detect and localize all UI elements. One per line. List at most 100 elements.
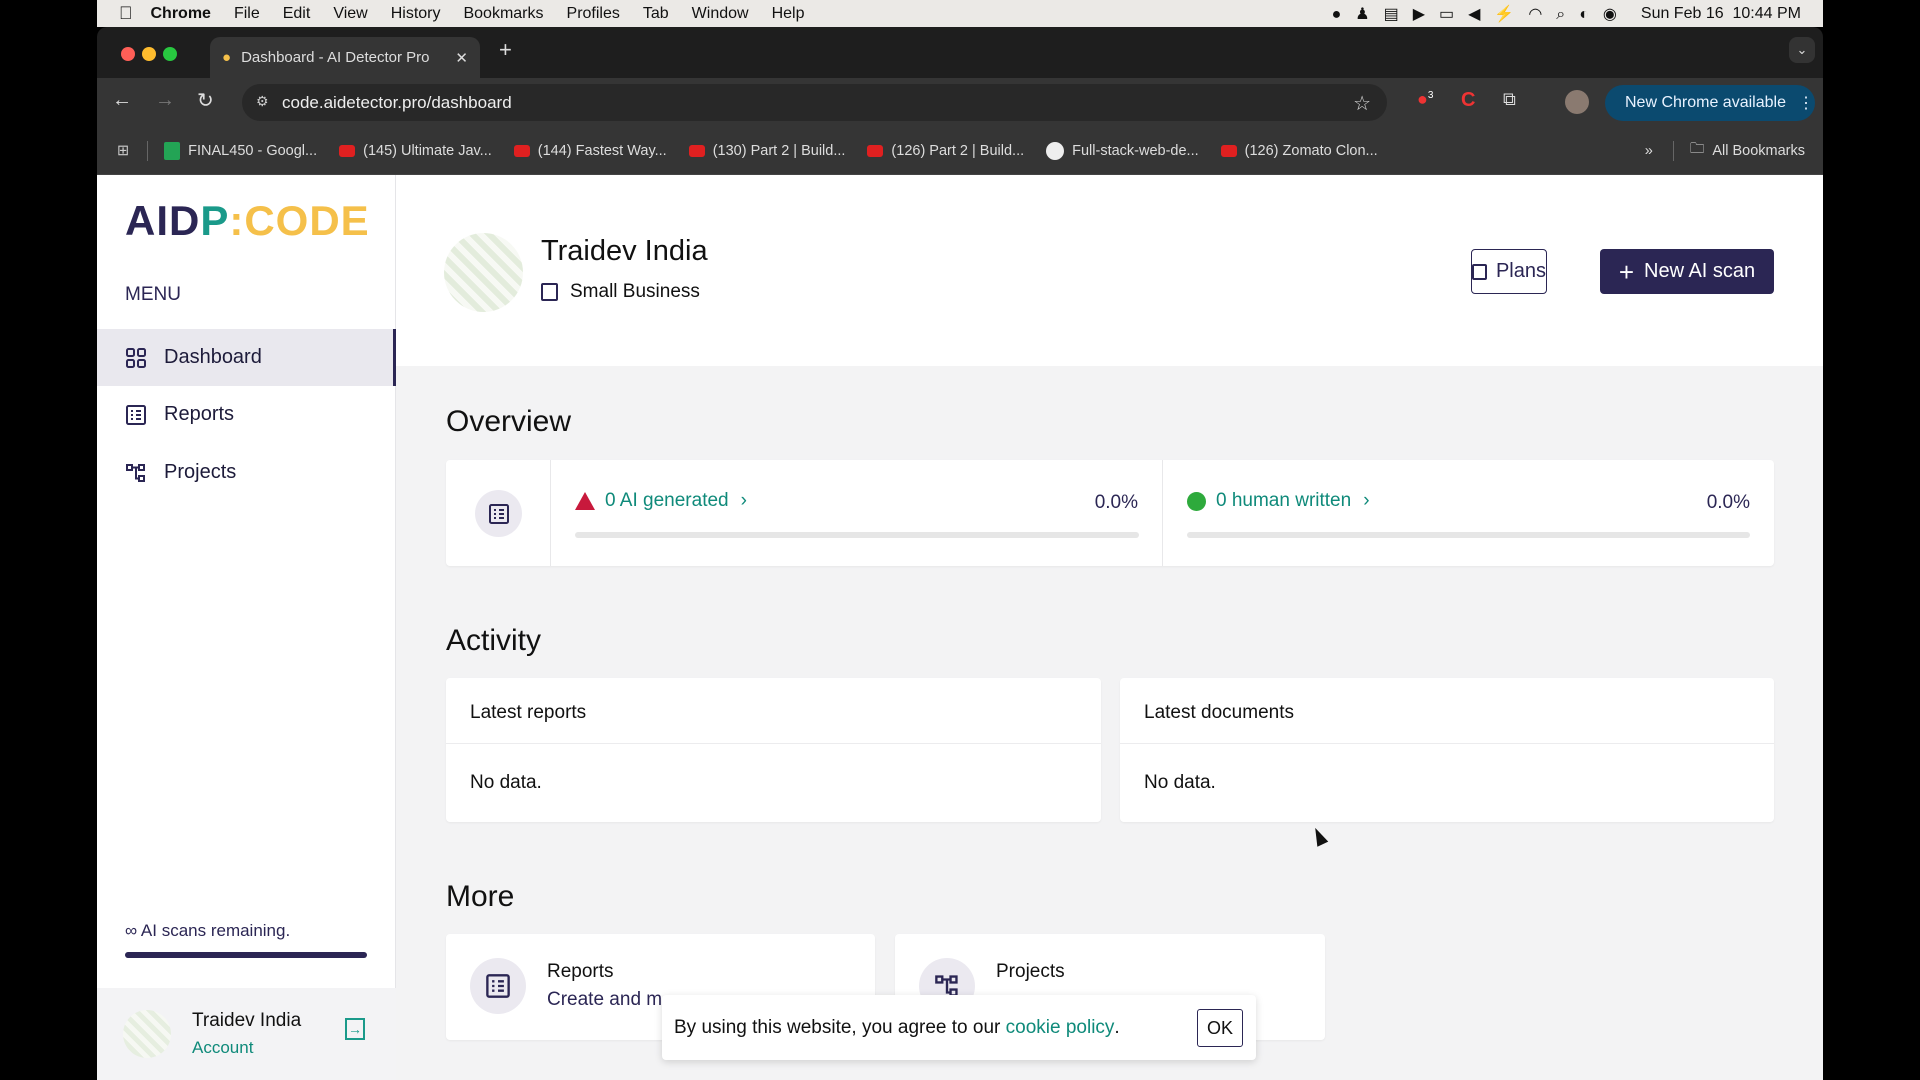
scans-progress-fill: [125, 952, 367, 958]
cookie-policy-link[interactable]: cookie policy: [1005, 1016, 1115, 1038]
bookmark-item[interactable]: (144) Fastest Way...: [513, 143, 667, 159]
scans-progress-bar: [125, 952, 367, 958]
status-icons[interactable]: ●♟▤▶▭◀⚡◠⌕◐◉: [1331, 5, 1631, 23]
human-written-percent: 0.0%: [1706, 492, 1750, 513]
sidebar: AIDP:CODE MENU Dashboard Reports Project…: [97, 175, 396, 1080]
macos-menu-bar:  Chrome File Edit View History Bookmark…: [97, 0, 1823, 27]
menu-label: MENU: [125, 284, 181, 305]
org-name: Traidev India: [541, 235, 708, 267]
youtube-icon: [513, 144, 530, 157]
overview-card: 0 AI generated › 0.0% 0 human written › 0.…: [446, 460, 1774, 566]
tab-strip: ● Dashboard - AI Detector Pro ✕ + ⌄: [97, 27, 1823, 78]
sidebar-item-reports[interactable]: Reports: [97, 386, 396, 443]
menu-window[interactable]: Window: [678, 4, 749, 22]
youtube-icon: [867, 144, 884, 157]
bookmark-item[interactable]: (130) Part 2 | Build...: [688, 143, 845, 159]
latest-reports-card: Latest reports No data.: [446, 678, 1101, 822]
extension-icon[interactable]: ●3: [1417, 89, 1434, 109]
url-text: code.aidetector.pro/dashboard: [282, 92, 512, 112]
account-panel: Traidev India Account →: [97, 988, 396, 1080]
ai-generated-stat: 0 AI generated › 0.0%: [551, 460, 1163, 566]
reload-icon[interactable]: ↻: [197, 90, 214, 112]
extensions-puzzle-icon[interactable]: ⧉: [1503, 89, 1516, 109]
latest-documents-card: Latest documents No data.: [1120, 678, 1774, 822]
bookmark-item[interactable]: Full-stack-web-de...: [1046, 141, 1199, 160]
mouse-cursor: [1309, 825, 1329, 847]
menu-history[interactable]: History: [377, 4, 441, 22]
close-tab-icon[interactable]: ✕: [455, 49, 468, 67]
menu-profiles[interactable]: Profiles: [553, 4, 620, 22]
overview-icon-cell: [446, 460, 551, 566]
bookmark-item[interactable]: (126) Zomato Clon...: [1220, 143, 1378, 159]
human-written-link[interactable]: 0 human written ›: [1187, 490, 1370, 512]
user-name: Traidev India: [192, 1010, 302, 1031]
activity-title: Activity: [446, 624, 542, 657]
new-chrome-available-button[interactable]: New Chrome available ⋮: [1605, 85, 1815, 121]
menu-help[interactable]: Help: [758, 4, 805, 22]
user-avatar[interactable]: [123, 1010, 171, 1058]
tab-title: Dashboard - AI Detector Pro: [241, 49, 430, 66]
menu-view[interactable]: View: [319, 4, 367, 22]
cookie-ok-button[interactable]: OK: [1197, 1009, 1243, 1047]
more-menu-icon[interactable]: ⋮: [1797, 95, 1814, 112]
report-list-icon: [475, 490, 522, 537]
sheets-icon: [164, 141, 181, 160]
menu-tab[interactable]: Tab: [629, 4, 669, 22]
human-written-stat: 0 human written › 0.0%: [1163, 460, 1774, 566]
apple-icon[interactable]: : [119, 3, 133, 24]
bookmark-item[interactable]: FINAL450 - Googl...: [164, 141, 317, 160]
bookmark-star-icon[interactable]: ☆: [1353, 93, 1371, 115]
browser-toolbar: ← → ↻ ⚙ code.aidetector.pro/dashboard ☆ …: [97, 78, 1823, 127]
logo[interactable]: AIDP:CODE: [125, 197, 370, 244]
folder-icon: 🗀: [1689, 141, 1705, 157]
briefcase-icon: [541, 283, 558, 301]
all-bookmarks-button[interactable]: 🗀 All Bookmarks: [1690, 138, 1805, 163]
human-progress-bar: [1187, 532, 1750, 538]
latest-documents-title: Latest documents: [1120, 678, 1774, 744]
browser-tab[interactable]: ● Dashboard - AI Detector Pro ✕: [210, 37, 480, 78]
clock[interactable]: Sun Feb 16 10:44 PM: [1640, 4, 1801, 22]
new-ai-scan-button[interactable]: + New AI scan: [1600, 249, 1774, 294]
tab-search-icon[interactable]: ⌄: [1789, 37, 1815, 63]
profile-avatar[interactable]: [1565, 90, 1589, 114]
address-bar[interactable]: ⚙ code.aidetector.pro/dashboard ☆: [242, 84, 1387, 121]
close-window-button[interactable]: [121, 47, 135, 61]
menu-file[interactable]: File: [220, 4, 260, 22]
logout-icon[interactable]: →: [345, 1018, 365, 1040]
minimize-window-button[interactable]: [142, 47, 156, 61]
sidebar-item-dashboard[interactable]: Dashboard: [97, 329, 396, 386]
grid-icon: [126, 347, 146, 368]
ai-generated-percent: 0.0%: [1094, 492, 1138, 513]
forward-icon[interactable]: →: [155, 89, 175, 111]
chevron-right-icon: ›: [740, 490, 747, 511]
bookmarks-bar: ⊞ FINAL450 - Googl... (145) Ultimate Jav…: [97, 127, 1823, 175]
warning-triangle-icon: [575, 492, 595, 510]
menu-bookmarks[interactable]: Bookmarks: [449, 4, 543, 22]
back-icon[interactable]: ←: [112, 89, 132, 111]
youtube-icon: [1220, 144, 1237, 157]
org-avatar: [444, 233, 523, 312]
page: AIDP:CODE MENU Dashboard Reports Project…: [97, 175, 1823, 1080]
site-settings-icon[interactable]: ⚙: [256, 93, 269, 109]
new-tab-icon[interactable]: +: [499, 37, 512, 62]
ai-generated-link[interactable]: 0 AI generated ›: [575, 490, 747, 512]
plan-info: Small Business: [541, 281, 700, 303]
account-link[interactable]: Account: [192, 1038, 254, 1057]
apps-grid-icon[interactable]: ⊞: [117, 142, 130, 159]
bookmark-item[interactable]: (126) Part 2 | Build...: [867, 143, 1024, 159]
plans-button[interactable]: Plans: [1471, 249, 1547, 294]
scans-remaining-text: ∞ AI scans remaining.: [125, 921, 291, 940]
menu-app[interactable]: Chrome: [137, 4, 211, 22]
chevron-right-icon: ›: [1363, 490, 1370, 511]
menu-edit[interactable]: Edit: [269, 4, 311, 22]
sidebar-item-projects[interactable]: Projects: [97, 444, 396, 501]
calendar-icon: [1472, 263, 1487, 280]
project-tree-icon: [126, 463, 145, 482]
latest-reports-empty: No data.: [470, 772, 542, 793]
maximize-window-button[interactable]: [163, 47, 177, 61]
org-header: Traidev India Small Business Plans + New …: [396, 175, 1823, 366]
extension-c-icon[interactable]: C: [1461, 89, 1476, 111]
more-projects-title: Projects: [996, 961, 1065, 982]
bookmark-item[interactable]: (145) Ultimate Jav...: [339, 143, 492, 159]
more-bookmarks-icon[interactable]: »: [1644, 142, 1653, 159]
